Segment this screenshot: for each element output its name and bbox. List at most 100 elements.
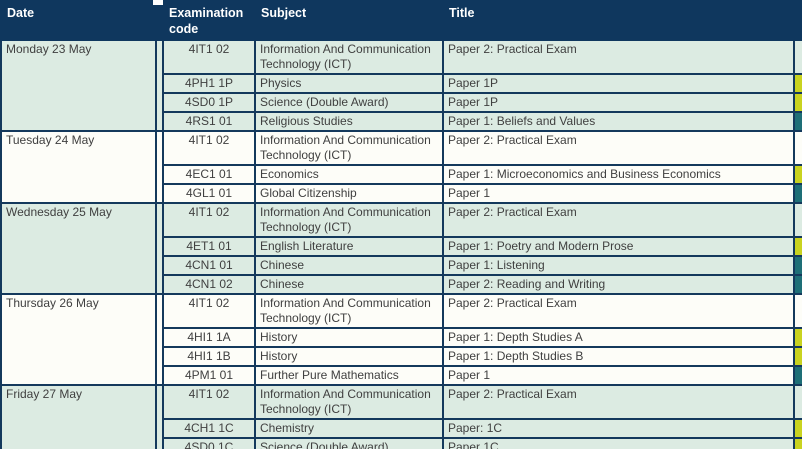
subject-cell: History [254, 327, 444, 348]
subject-cell: English Literature [254, 236, 444, 257]
exam-row: 4EC1 01 Economics Paper 1: Microeconomics … [1, 164, 802, 185]
examination-code-cell: 4PH1 1P [162, 73, 256, 94]
partial-column-cell [793, 130, 802, 166]
examination-code-cell: 4GL1 01 [162, 183, 256, 204]
date-column-gap [155, 202, 164, 295]
date-column-gap [155, 130, 164, 204]
partial-column-cell [793, 365, 802, 386]
date-cell: Wednesday 25 May [0, 202, 157, 295]
exam-row: 4CN1 01 Chinese Paper 1: Listening [1, 255, 802, 276]
col-header-examination-code: Examination code [162, 0, 256, 41]
examination-code-cell: 4PM1 01 [162, 365, 256, 386]
subject-cell: Chemistry [254, 418, 444, 439]
subject-cell: History [254, 346, 444, 367]
exam-row: Monday 23 May 4IT1 02 Information And Comm… [0, 39, 802, 132]
date-cell: Monday 23 May [0, 39, 157, 132]
exam-row: Tuesday 24 May 4IT1 02 Information And Com… [0, 130, 802, 204]
table-header-row: Date Examination code Subject Title [0, 0, 802, 41]
title-cell: Paper 2: Reading and Writing [442, 274, 795, 295]
col-header-partial [793, 0, 802, 41]
title-cell: Paper 1P [442, 73, 795, 94]
subject-cell: Religious Studies [254, 111, 444, 132]
partial-column-cell [793, 418, 802, 439]
partial-column-cell [793, 293, 802, 329]
subject-cell: Information And Communication Technology… [254, 202, 444, 238]
partial-column-cell [793, 274, 802, 295]
header-spacer [155, 0, 164, 41]
title-cell: Paper 2: Practical Exam [442, 39, 795, 75]
table-body: Monday 23 May 4IT1 02 Information And Comm… [0, 39, 802, 449]
title-cell: Paper 2: Practical Exam [442, 130, 795, 166]
partial-column-cell [793, 437, 802, 449]
exam-row: 4SD0 1C Science (Double Award) Paper 1C [1, 437, 802, 449]
exam-row: 4CN1 02 Chinese Paper 2: Reading and Writi… [1, 274, 802, 295]
examination-code-cell: 4IT1 02 [162, 202, 256, 238]
exam-row: 4SD0 1P Science (Double Award) Paper 1P [1, 92, 802, 113]
title-cell: Paper 1: Microeconomics and Business Eco… [442, 164, 795, 185]
examination-code-cell: 4SD0 1C [162, 437, 256, 449]
examination-code-cell: 4HI1 1A [162, 327, 256, 348]
partial-column-cell [793, 92, 802, 113]
examination-code-cell: 4RS1 01 [162, 111, 256, 132]
subject-cell: Information And Communication Technology… [254, 130, 444, 166]
exam-row: Wednesday 25 May 4IT1 02 Information And C… [0, 202, 802, 295]
exam-row: Friday 27 May 4IT1 02 Information And Comm… [0, 384, 802, 449]
examination-code-cell: 4CH1 1C [162, 418, 256, 439]
title-cell: Paper 1P [442, 92, 795, 113]
title-cell: Paper 1: Depth Studies B [442, 346, 795, 367]
examination-code-cell: 4IT1 02 [162, 384, 256, 420]
date-column-gap [155, 293, 164, 386]
partial-column-cell [793, 255, 802, 276]
title-cell: Paper 1 [442, 183, 795, 204]
subject-cell: Physics [254, 73, 444, 94]
title-cell: Paper 1C [442, 437, 795, 449]
title-cell: Paper 2: Practical Exam [442, 202, 795, 238]
title-cell: Paper 1 [442, 365, 795, 386]
subject-cell: Information And Communication Technology… [254, 39, 444, 75]
exam-row: 4HI1 1A History Paper 1: Depth Studies A [1, 327, 802, 348]
subject-cell: Science (Double Award) [254, 437, 444, 449]
partial-column-cell [793, 111, 802, 132]
examination-code-cell: 4IT1 02 [162, 39, 256, 75]
partial-column-cell [793, 384, 802, 420]
subject-cell: Further Pure Mathematics [254, 365, 444, 386]
partial-column-cell [793, 236, 802, 257]
examination-code-cell: 4ET1 01 [162, 236, 256, 257]
date-column-gap [155, 39, 164, 132]
exam-row: Thursday 26 May 4IT1 02 Information And Co… [0, 293, 802, 386]
col-header-title: Title [442, 0, 795, 41]
exam-row: 4PM1 01 Further Pure Mathematics Paper 1 [1, 365, 802, 386]
partial-column-cell [793, 202, 802, 238]
examination-code-cell: 4SD0 1P [162, 92, 256, 113]
exam-row: 4GL1 01 Global Citizenship Paper 1 [1, 183, 802, 204]
title-cell: Paper 2: Practical Exam [442, 384, 795, 420]
partial-column-cell [793, 39, 802, 75]
exam-row: 4PH1 1P Physics Paper 1P [1, 73, 802, 94]
subject-cell: Information And Communication Technology… [254, 293, 444, 329]
date-cell: Thursday 26 May [0, 293, 157, 386]
exam-row: 4ET1 01 English Literature Paper 1: Poetry… [1, 236, 802, 257]
partial-column-cell [793, 183, 802, 204]
title-cell: Paper 1: Poetry and Modern Prose [442, 236, 795, 257]
examination-code-cell: 4HI1 1B [162, 346, 256, 367]
title-cell: Paper 1: Depth Studies A [442, 327, 795, 348]
examination-code-cell: 4IT1 02 [162, 130, 256, 166]
exam-row: 4HI1 1B History Paper 1: Depth Studies B [1, 346, 802, 367]
title-cell: Paper: 1C [442, 418, 795, 439]
partial-column-cell [793, 327, 802, 348]
exam-row: 4CH1 1C Chemistry Paper: 1C [1, 418, 802, 439]
subject-cell: Global Citizenship [254, 183, 444, 204]
subject-cell: Information And Communication Technology… [254, 384, 444, 420]
subject-cell: Economics [254, 164, 444, 185]
header-column-gap-notch [153, 0, 163, 5]
date-cell: Tuesday 24 May [0, 130, 157, 204]
examination-code-cell: 4EC1 01 [162, 164, 256, 185]
title-cell: Paper 1: Beliefs and Values [442, 111, 795, 132]
subject-cell: Science (Double Award) [254, 92, 444, 113]
partial-column-cell [793, 346, 802, 367]
date-column-gap [155, 384, 164, 449]
partial-column-cell [793, 73, 802, 94]
date-cell: Friday 27 May [0, 384, 157, 449]
